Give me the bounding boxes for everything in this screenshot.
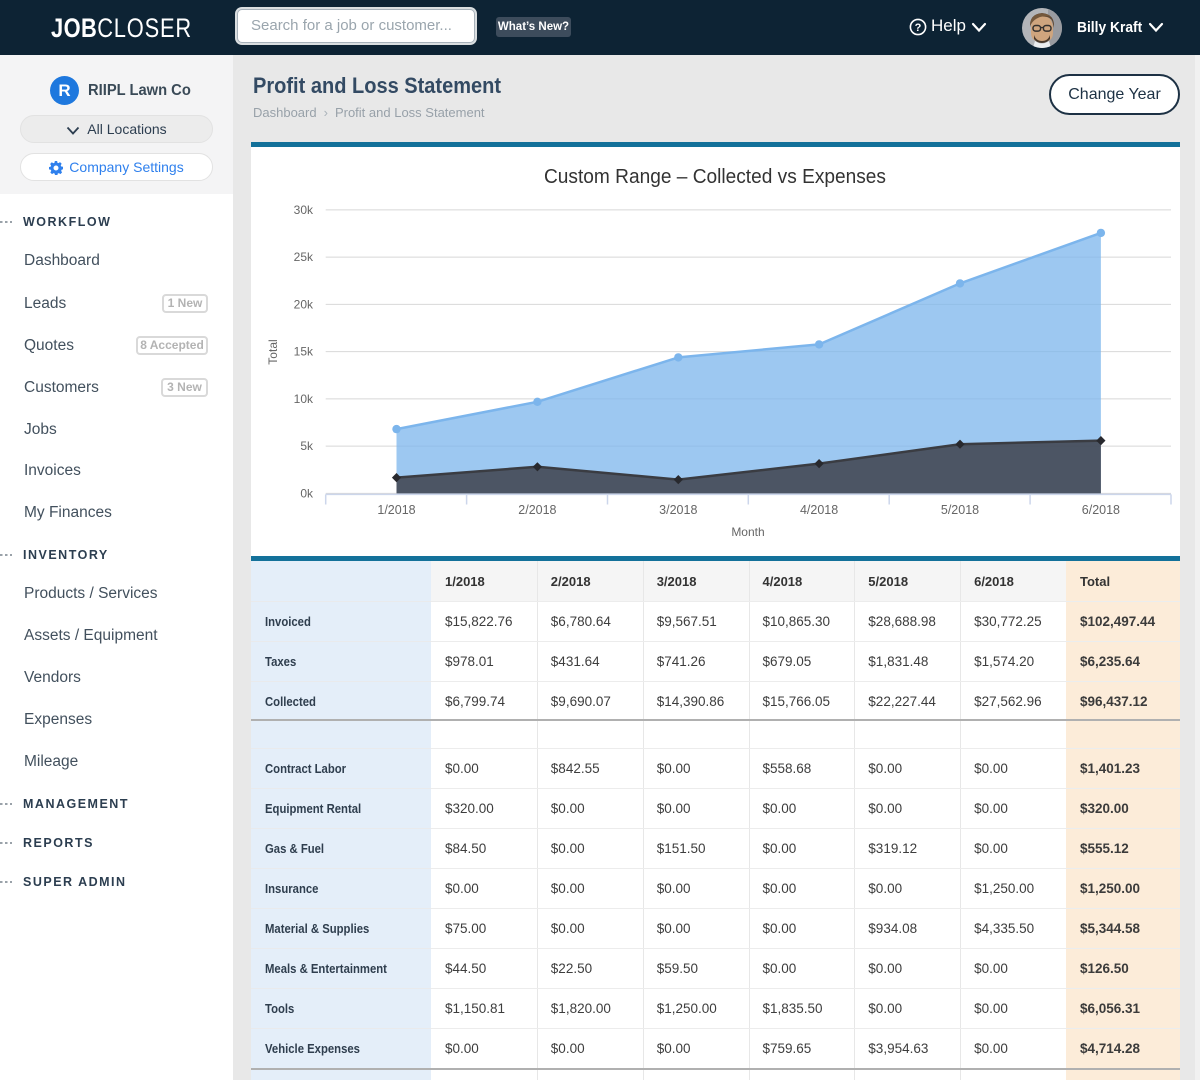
svg-text:15k: 15k [294, 345, 314, 359]
svg-text:3/2018: 3/2018 [659, 503, 697, 517]
svg-text:Custom Range – Collected vs Ex: Custom Range – Collected vs Expenses [544, 166, 886, 188]
svg-text:0k: 0k [300, 486, 314, 500]
svg-text:2/2018: 2/2018 [518, 503, 556, 517]
svg-text:Month: Month [731, 525, 764, 539]
svg-text:?: ? [915, 22, 922, 34]
svg-text:6/2018: 6/2018 [1082, 503, 1120, 517]
svg-text:5k: 5k [300, 439, 314, 453]
svg-text:4/2018: 4/2018 [800, 503, 838, 517]
svg-text:20k: 20k [294, 297, 314, 311]
svg-text:25k: 25k [294, 250, 314, 264]
svg-text:Total: Total [266, 339, 280, 364]
svg-text:30k: 30k [294, 203, 314, 217]
svg-text:5/2018: 5/2018 [941, 503, 979, 517]
svg-text:10k: 10k [294, 392, 314, 406]
svg-text:1/2018: 1/2018 [377, 503, 415, 517]
